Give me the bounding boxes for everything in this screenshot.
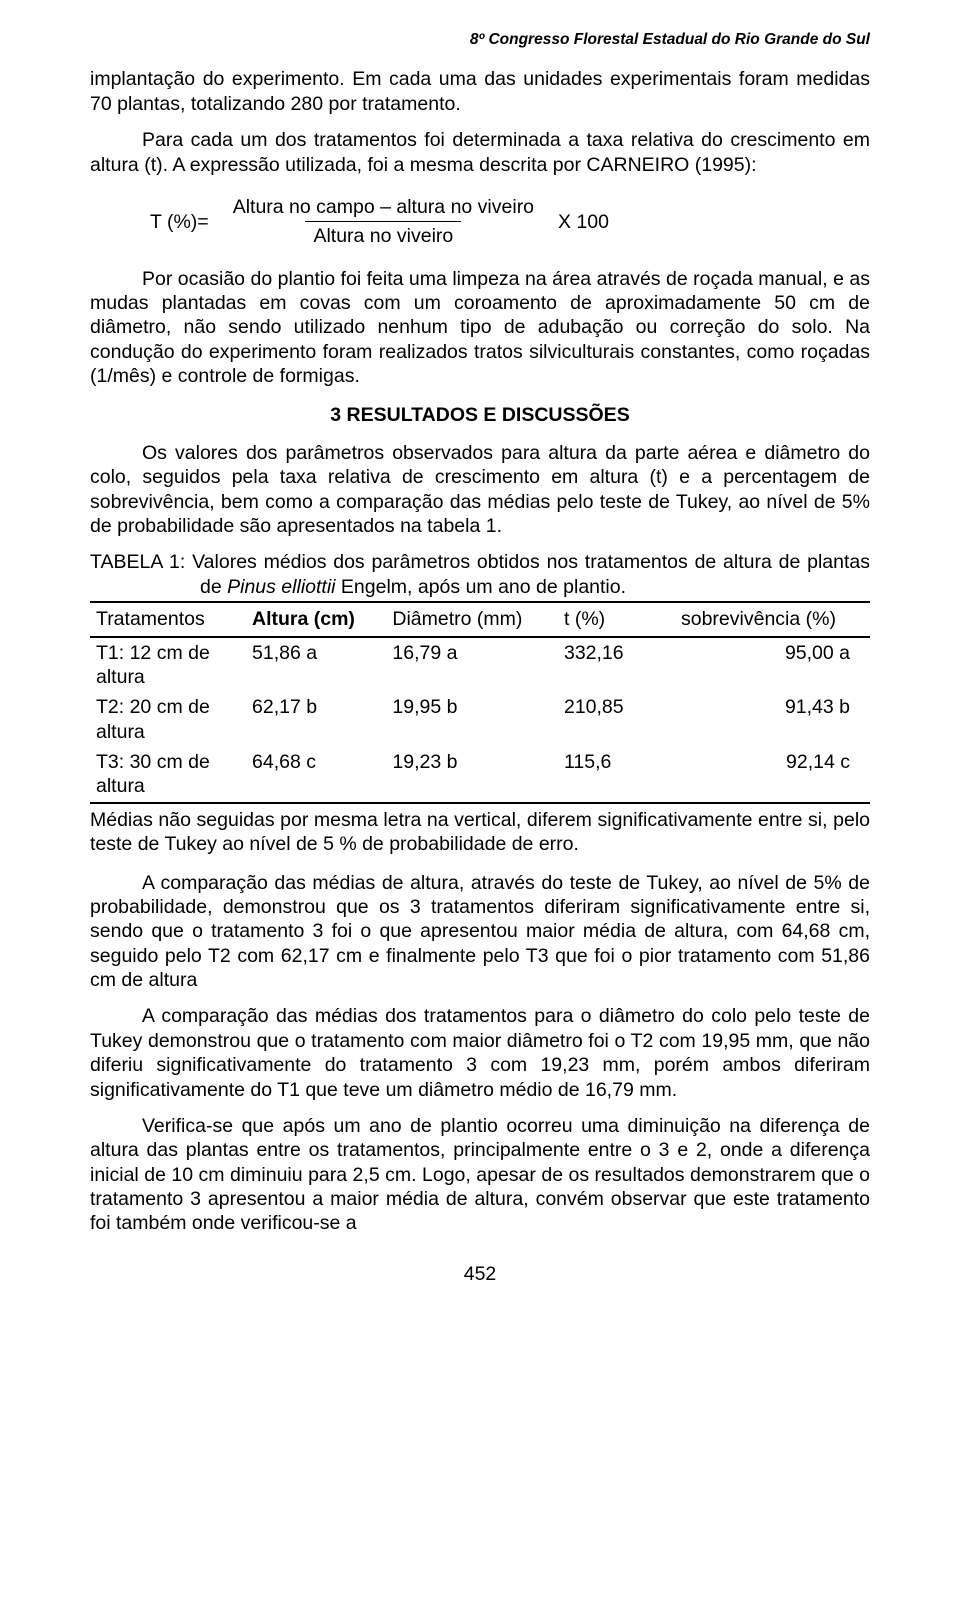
paragraph-method: Por ocasião do plantio foi feita uma lim…: [90, 267, 870, 389]
th-t: t (%): [558, 602, 675, 636]
cell-diametro: 19,23 b: [386, 747, 558, 803]
results-table: Tratamentos Altura (cm) Diâmetro (mm) t …: [90, 601, 870, 804]
formula-lhs: T (%)=: [150, 210, 209, 234]
table-caption-part2: Engelm, após um ano de plantio.: [336, 576, 627, 598]
paragraph-results-intro: Os valores dos parâmetros observados par…: [90, 441, 870, 539]
table-row: T1: 12 cm de altura 51,86 a 16,79 a 332,…: [90, 637, 870, 693]
th-diametro: Diâmetro (mm): [386, 602, 558, 636]
section-heading-results: 3 RESULTADOS E DISCUSSÕES: [90, 403, 870, 427]
formula: T (%)= Altura no campo – altura no vivei…: [150, 195, 870, 249]
formula-fraction: Altura no campo – altura no viveiro Altu…: [225, 195, 542, 249]
paragraph-discussion-2: A comparação das médias dos tratamentos …: [90, 1004, 870, 1102]
cell-t: 210,85: [558, 692, 675, 747]
cell-t: 115,6: [558, 747, 675, 803]
table-row: T3: 30 cm de altura 64,68 c 19,23 b 115,…: [90, 747, 870, 803]
cell-diametro: 19,95 b: [386, 692, 558, 747]
page-header: 8º Congresso Florestal Estadual do Rio G…: [90, 30, 870, 49]
table-footer-note: Médias não seguidas por mesma letra na v…: [90, 808, 870, 857]
formula-denominator: Altura no viveiro: [305, 221, 461, 248]
table-header-row: Tratamentos Altura (cm) Diâmetro (mm) t …: [90, 602, 870, 636]
cell-altura: 51,86 a: [246, 637, 386, 693]
cell-tratamento: T1: 12 cm de altura: [90, 637, 246, 693]
cell-sobrevivencia: 92,14 c: [675, 747, 870, 803]
th-altura: Altura (cm): [246, 602, 386, 636]
table-row: T2: 20 cm de altura 62,17 b 19,95 b 210,…: [90, 692, 870, 747]
table-caption-species: Pinus elliottii: [227, 576, 335, 598]
cell-tratamento: T2: 20 cm de altura: [90, 692, 246, 747]
paragraph-intro-1: implantação do experimento. Em cada uma …: [90, 67, 870, 116]
cell-tratamento: T3: 30 cm de altura: [90, 747, 246, 803]
th-tratamentos: Tratamentos: [90, 602, 246, 636]
cell-sobrevivencia: 91,43 b: [675, 692, 870, 747]
cell-sobrevivencia: 95,00 a: [675, 637, 870, 693]
formula-rhs: X 100: [558, 210, 609, 234]
cell-diametro: 16,79 a: [386, 637, 558, 693]
table-caption: TABELA 1: Valores médios dos parâmetros …: [90, 550, 870, 599]
paragraph-intro-2: Para cada um dos tratamentos foi determi…: [90, 128, 870, 177]
cell-t: 332,16: [558, 637, 675, 693]
th-sobrevivencia: sobrevivência (%): [675, 602, 870, 636]
page-number: 452: [90, 1262, 870, 1286]
cell-altura: 64,68 c: [246, 747, 386, 803]
paragraph-discussion-1: A comparação das médias de altura, atrav…: [90, 871, 870, 993]
formula-numerator: Altura no campo – altura no viveiro: [225, 195, 542, 221]
cell-altura: 62,17 b: [246, 692, 386, 747]
paragraph-discussion-3: Verifica-se que após um ano de plantio o…: [90, 1114, 870, 1236]
